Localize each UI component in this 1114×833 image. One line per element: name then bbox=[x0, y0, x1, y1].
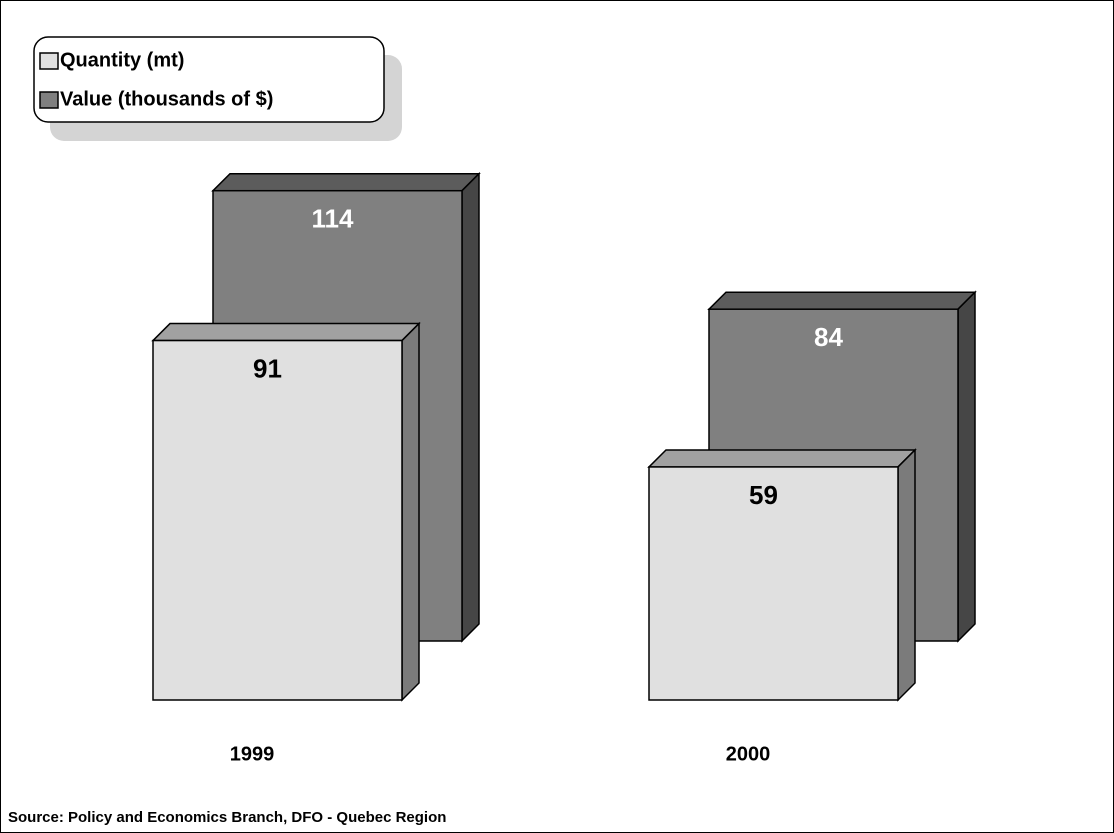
legend-label: Quantity (mt) bbox=[60, 49, 184, 71]
bar-top bbox=[647, 449, 917, 468]
bar-top bbox=[707, 291, 977, 310]
bar-side bbox=[461, 171, 480, 643]
bar-top bbox=[151, 322, 421, 342]
bar-side bbox=[897, 448, 916, 702]
bar bbox=[647, 448, 917, 702]
legend-swatch bbox=[39, 91, 59, 109]
data-label: 84 bbox=[814, 322, 843, 352]
legend-swatch bbox=[39, 52, 59, 70]
data-label: 59 bbox=[749, 480, 778, 510]
legend-box bbox=[33, 36, 385, 123]
data-label: 91 bbox=[253, 353, 282, 383]
source-note: Source: Policy and Economics Branch, DFO… bbox=[8, 809, 446, 826]
x-tick-label: 2000 bbox=[726, 743, 771, 765]
data-label: 114 bbox=[312, 204, 354, 234]
bar-top bbox=[211, 172, 481, 192]
bar-face bbox=[152, 339, 403, 701]
bar bbox=[151, 321, 421, 702]
legend-label: Value (thousands of $) bbox=[60, 88, 273, 110]
bar-face bbox=[648, 466, 899, 701]
x-tick-label: 1999 bbox=[230, 743, 275, 765]
bar-side bbox=[401, 321, 420, 702]
bar-side bbox=[957, 290, 976, 643]
